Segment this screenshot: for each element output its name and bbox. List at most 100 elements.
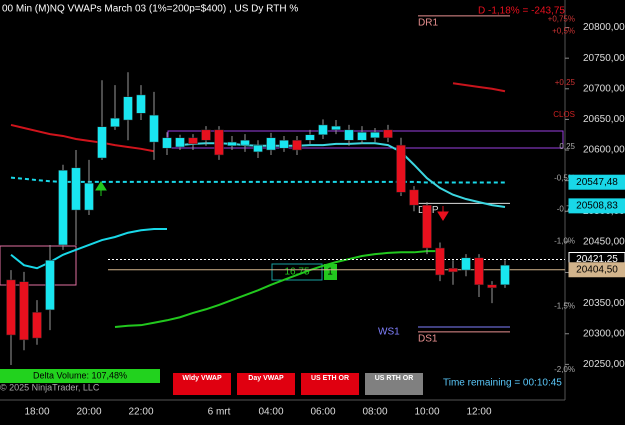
x-tick-label: 20:00 [76, 407, 101, 418]
candle-body [292, 139, 302, 151]
candle-body [370, 132, 380, 139]
candle-body [45, 260, 55, 311]
candle-body [110, 117, 120, 128]
buy-arrow [95, 181, 107, 196]
x-tick-label: 06:00 [310, 407, 335, 418]
toggle-button-label[interactable]: Wldy VWAP [182, 375, 222, 382]
y-tick-label: 20600,00 [583, 145, 625, 156]
candle-body [344, 129, 354, 141]
toggle-button[interactable] [365, 373, 423, 395]
header-info: D -1,18% = -243,75 [478, 6, 565, 17]
candle-body [201, 129, 211, 141]
candle-body [305, 134, 315, 141]
time-remaining: Time remaining = 00:10:45 [443, 378, 562, 389]
y-tick-label: 20450,00 [583, 237, 625, 248]
price-label: 20421,25 [576, 254, 618, 265]
prior-range-box [0, 245, 77, 286]
candle-body [84, 182, 94, 211]
candle-body [97, 126, 107, 159]
level-label: WS1 [378, 327, 400, 338]
candle-body [383, 129, 393, 139]
pct-label: -0,5% [554, 173, 575, 182]
candle-body [253, 144, 263, 153]
candle-body [487, 284, 497, 289]
candle-body [71, 167, 81, 211]
pct-label: CLOS [553, 110, 575, 119]
pct-label: +0,25 [555, 78, 576, 87]
pct-label: +0,5% [552, 26, 575, 35]
candle-body [32, 312, 42, 339]
toggle-button-label[interactable]: US RTH OR [375, 375, 414, 382]
candle-body [19, 281, 29, 341]
delta-volume: Delta Volume: 107,48% [33, 370, 127, 380]
candle-body [240, 139, 250, 146]
candle-body [214, 129, 224, 156]
sell-arrow [437, 206, 449, 221]
indicator-line [10, 123, 155, 153]
counter-badge-label: 1 [327, 267, 333, 278]
indicator-line [10, 176, 505, 184]
candle-body [6, 279, 16, 336]
candle-body [422, 204, 432, 249]
indicator-line [114, 250, 440, 329]
x-tick-label: 6 mrt [208, 407, 231, 418]
candle-body [448, 267, 458, 273]
price-label-box [568, 198, 625, 214]
candle-body [409, 189, 419, 206]
price-label-box [568, 262, 625, 278]
copyright: © 2025 NinjaTrader, LLC [0, 382, 100, 392]
x-tick-label: 22:00 [128, 407, 153, 418]
y-tick-label: 20800,00 [583, 22, 625, 33]
candle-body [435, 247, 445, 276]
delta-volume-bar [0, 369, 160, 383]
candle-body [162, 137, 172, 149]
candle-body [149, 114, 159, 143]
candle-body [474, 257, 484, 286]
pct-label: 0,25 [559, 142, 575, 151]
toggle-button-label[interactable]: US ETH OR [311, 375, 349, 382]
toggle-button[interactable] [237, 373, 295, 395]
y-tick-label: 20250,00 [583, 359, 625, 370]
candle-body [227, 141, 237, 147]
candle-body [461, 257, 471, 271]
candle-body [279, 139, 289, 149]
pct-label: -2,0% [554, 365, 575, 374]
price-label: 20547,48 [576, 177, 618, 188]
chart-title: 00 Min (M)NQ VWAPs March 03 (1%=200p=$40… [2, 4, 298, 15]
candle-body [175, 137, 185, 148]
candle-body [396, 144, 406, 193]
candle-body [136, 94, 146, 114]
pct-label: +0,75% [548, 15, 575, 24]
y-tick-label: 20700,00 [583, 83, 625, 94]
candle-body [357, 132, 367, 141]
y-tick-label: 20650,00 [583, 114, 625, 125]
indicator-line [452, 82, 506, 93]
toggle-button-label[interactable]: Day VWAP [248, 375, 284, 382]
counter-badge [324, 264, 337, 280]
x-tick-label: 08:00 [362, 407, 387, 418]
y-tick-label: 20750,00 [583, 53, 625, 64]
level-label: DS1 [418, 334, 438, 345]
x-tick-label: 18:00 [24, 407, 49, 418]
pct-label: -1,0% [554, 236, 575, 245]
pct-label: -1,5% [554, 301, 575, 310]
candle-body [500, 264, 510, 286]
candle-body [331, 125, 341, 131]
price-label: 20404,50 [576, 264, 618, 275]
x-tick-label: 12:00 [466, 407, 491, 418]
x-tick-label: 10:00 [414, 407, 439, 418]
y-tick-label: 20300,00 [583, 328, 625, 339]
toggle-button[interactable] [301, 373, 359, 395]
candle-body [188, 137, 198, 145]
counter-box [271, 263, 323, 281]
counter-value: 16,75 [284, 267, 309, 278]
indicator-line [10, 228, 167, 270]
x-tick-label: 04:00 [258, 407, 283, 418]
candle-body [318, 124, 328, 135]
level-label: DR1 [418, 18, 438, 29]
price-label-box [568, 174, 625, 190]
candle-body [123, 96, 133, 121]
toggle-button[interactable] [173, 373, 231, 395]
